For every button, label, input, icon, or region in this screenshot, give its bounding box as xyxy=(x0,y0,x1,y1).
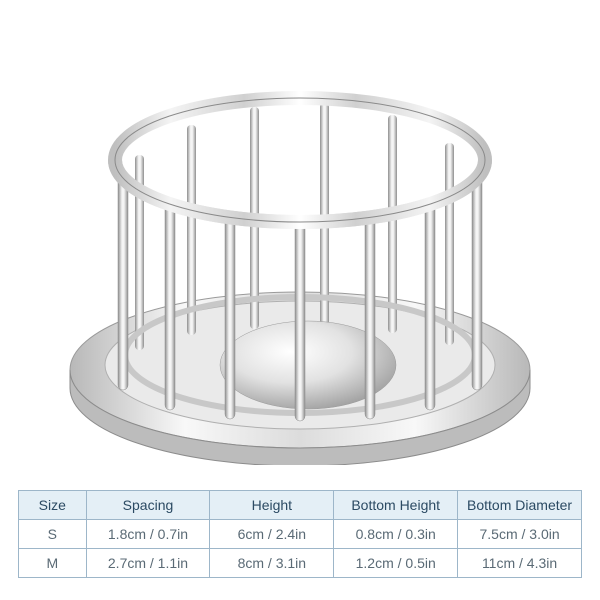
table-cell: 7.5cm / 3.0in xyxy=(458,520,582,549)
table-header-cell: Bottom Height xyxy=(334,491,458,520)
table-cell: 2.7cm / 1.1in xyxy=(86,549,210,578)
table-header-cell: Bottom Diameter xyxy=(458,491,582,520)
table-cell: S xyxy=(19,520,87,549)
table-cell: 1.8cm / 0.7in xyxy=(86,520,210,549)
table-header-cell: Size xyxy=(19,491,87,520)
table-cell: 0.8cm / 0.3in xyxy=(334,520,458,549)
table-header-cell: Height xyxy=(210,491,334,520)
table-row: S1.8cm / 0.7in6cm / 2.4in0.8cm / 0.3in7.… xyxy=(19,520,582,549)
table-cell: M xyxy=(19,549,87,578)
product-svg xyxy=(40,25,560,465)
table-cell: 8cm / 3.1in xyxy=(210,549,334,578)
table-header-cell: Spacing xyxy=(86,491,210,520)
table-cell: 6cm / 2.4in xyxy=(210,520,334,549)
table-cell: 1.2cm / 0.5in xyxy=(334,549,458,578)
product-image xyxy=(0,0,600,490)
table-cell: 11cm / 4.3in xyxy=(458,549,582,578)
table-row: M2.7cm / 1.1in8cm / 3.1in1.2cm / 0.5in11… xyxy=(19,549,582,578)
spec-table: SizeSpacingHeightBottom HeightBottom Dia… xyxy=(18,490,582,578)
table-header-row: SizeSpacingHeightBottom HeightBottom Dia… xyxy=(19,491,582,520)
